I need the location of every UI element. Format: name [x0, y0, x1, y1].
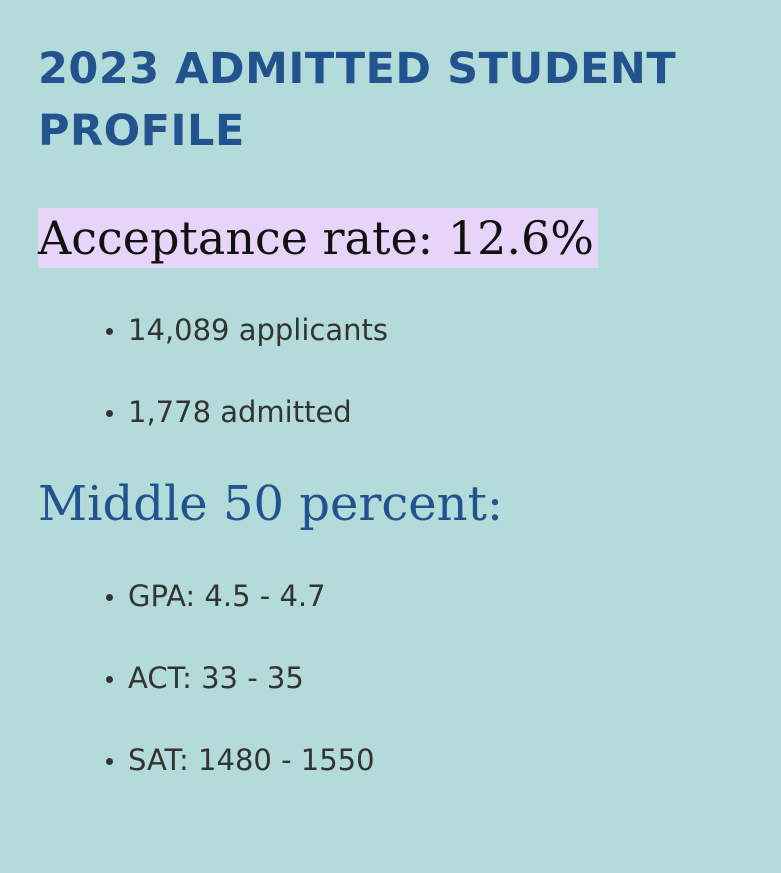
admitted-profile-section: 2023 ADMITTED STUDENT PROFILE Acceptance… [38, 38, 758, 822]
list-item-applicants: 14,089 applicants [104, 310, 758, 350]
middle-50-heading: Middle 50 percent: [38, 476, 504, 532]
middle-50-list: GPA: 4.5 - 4.7 ACT: 33 - 35 SAT: 1480 - … [38, 576, 758, 780]
page-title: 2023 ADMITTED STUDENT PROFILE [38, 44, 677, 156]
list-item-sat: SAT: 1480 - 1550 [104, 740, 758, 780]
list-item-gpa: GPA: 4.5 - 4.7 [104, 576, 758, 616]
acceptance-rate-highlight: Acceptance rate: 12.6% [38, 208, 598, 268]
list-item-admitted: 1,778 admitted [104, 392, 758, 432]
list-item-act: ACT: 33 - 35 [104, 658, 758, 698]
applicant-stats-list: 14,089 applicants 1,778 admitted [38, 310, 758, 432]
